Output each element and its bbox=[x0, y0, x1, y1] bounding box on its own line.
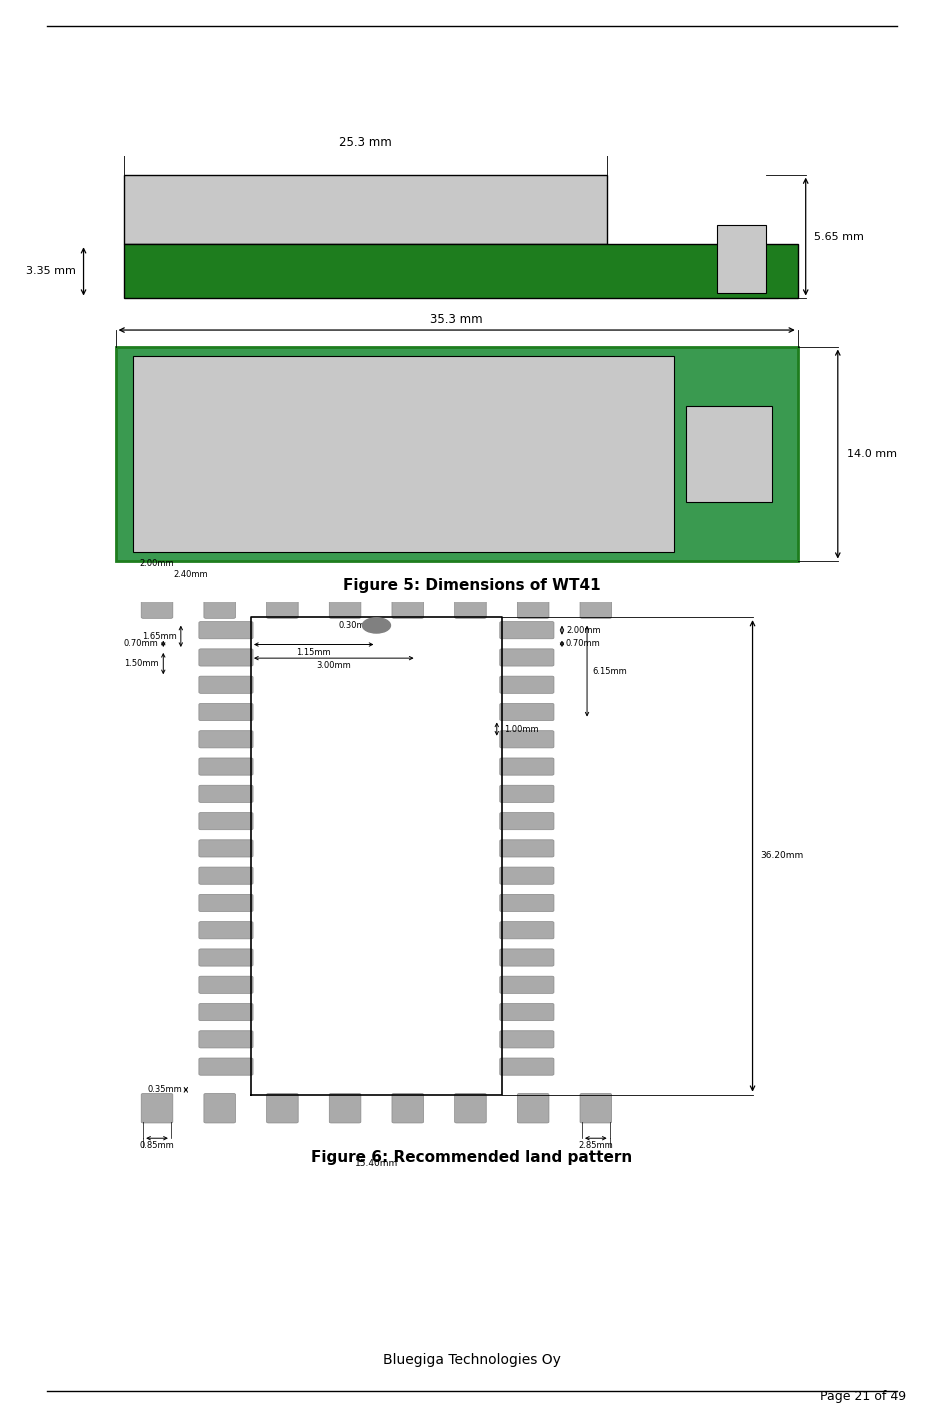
FancyBboxPatch shape bbox=[580, 589, 612, 618]
FancyBboxPatch shape bbox=[580, 1094, 612, 1122]
Text: 6.15mm: 6.15mm bbox=[592, 666, 627, 676]
FancyBboxPatch shape bbox=[204, 1094, 235, 1122]
Bar bbox=[115, 347, 798, 561]
FancyBboxPatch shape bbox=[199, 676, 253, 693]
Text: 0.30mm: 0.30mm bbox=[339, 621, 374, 629]
FancyBboxPatch shape bbox=[199, 758, 253, 775]
FancyBboxPatch shape bbox=[499, 1003, 554, 1020]
Bar bbox=[686, 405, 772, 503]
FancyBboxPatch shape bbox=[517, 589, 549, 618]
FancyBboxPatch shape bbox=[142, 589, 173, 618]
FancyBboxPatch shape bbox=[499, 894, 554, 911]
FancyBboxPatch shape bbox=[499, 676, 554, 693]
FancyBboxPatch shape bbox=[392, 589, 424, 618]
FancyBboxPatch shape bbox=[329, 1094, 361, 1122]
Bar bbox=[124, 244, 798, 299]
Bar bbox=[124, 174, 607, 244]
FancyBboxPatch shape bbox=[499, 649, 554, 666]
Text: 3.35 mm: 3.35 mm bbox=[25, 266, 76, 276]
FancyBboxPatch shape bbox=[266, 589, 298, 618]
Text: 0.70mm: 0.70mm bbox=[566, 639, 600, 649]
Circle shape bbox=[362, 618, 391, 633]
Text: 3.00mm: 3.00mm bbox=[316, 662, 351, 670]
Text: 2.85mm: 2.85mm bbox=[579, 1142, 614, 1151]
FancyBboxPatch shape bbox=[499, 840, 554, 857]
FancyBboxPatch shape bbox=[199, 785, 253, 802]
Text: Bluegiga Technologies Oy: Bluegiga Technologies Oy bbox=[383, 1353, 561, 1367]
FancyBboxPatch shape bbox=[499, 758, 554, 775]
Text: 1.50mm: 1.50mm bbox=[124, 659, 159, 667]
FancyBboxPatch shape bbox=[199, 1058, 253, 1076]
Text: 0.85mm: 0.85mm bbox=[140, 1142, 175, 1151]
Text: 1.15mm: 1.15mm bbox=[296, 648, 331, 656]
FancyBboxPatch shape bbox=[499, 1030, 554, 1049]
FancyBboxPatch shape bbox=[499, 622, 554, 639]
FancyBboxPatch shape bbox=[199, 622, 253, 639]
Text: 2.00mm: 2.00mm bbox=[566, 626, 600, 635]
FancyBboxPatch shape bbox=[199, 949, 253, 966]
FancyBboxPatch shape bbox=[199, 867, 253, 884]
Bar bbox=[717, 225, 766, 293]
FancyBboxPatch shape bbox=[199, 649, 253, 666]
FancyBboxPatch shape bbox=[199, 731, 253, 748]
Text: 14.0 mm: 14.0 mm bbox=[848, 449, 898, 459]
FancyBboxPatch shape bbox=[142, 1094, 173, 1122]
FancyBboxPatch shape bbox=[499, 921, 554, 939]
FancyBboxPatch shape bbox=[199, 1030, 253, 1049]
FancyBboxPatch shape bbox=[329, 589, 361, 618]
FancyBboxPatch shape bbox=[204, 589, 235, 618]
Text: 36.20mm: 36.20mm bbox=[760, 852, 803, 860]
Text: Page 21 of 49: Page 21 of 49 bbox=[820, 1390, 906, 1403]
Text: Figure 6: Recommended land pattern: Figure 6: Recommended land pattern bbox=[312, 1151, 632, 1165]
Text: Figure 5: Dimensions of WT41: Figure 5: Dimensions of WT41 bbox=[344, 578, 600, 592]
Text: 5.65 mm: 5.65 mm bbox=[814, 231, 864, 241]
FancyBboxPatch shape bbox=[499, 867, 554, 884]
FancyBboxPatch shape bbox=[499, 731, 554, 748]
FancyBboxPatch shape bbox=[392, 1094, 424, 1122]
FancyBboxPatch shape bbox=[499, 976, 554, 993]
Bar bbox=[133, 356, 674, 553]
Text: 35.3 mm: 35.3 mm bbox=[430, 313, 483, 326]
FancyBboxPatch shape bbox=[199, 894, 253, 911]
FancyBboxPatch shape bbox=[499, 812, 554, 830]
FancyBboxPatch shape bbox=[455, 1094, 486, 1122]
FancyBboxPatch shape bbox=[199, 812, 253, 830]
Text: 15.40mm: 15.40mm bbox=[355, 1159, 398, 1168]
FancyBboxPatch shape bbox=[499, 949, 554, 966]
Text: 0.35mm: 0.35mm bbox=[147, 1085, 182, 1094]
Text: 1.65mm: 1.65mm bbox=[143, 632, 177, 640]
Text: 2.40mm: 2.40mm bbox=[174, 570, 208, 580]
FancyBboxPatch shape bbox=[517, 1094, 549, 1122]
FancyBboxPatch shape bbox=[499, 785, 554, 802]
Text: 25.3 mm: 25.3 mm bbox=[339, 136, 392, 149]
Text: 2.00mm: 2.00mm bbox=[140, 558, 175, 568]
FancyBboxPatch shape bbox=[499, 1058, 554, 1076]
FancyBboxPatch shape bbox=[199, 703, 253, 721]
FancyBboxPatch shape bbox=[199, 921, 253, 939]
FancyBboxPatch shape bbox=[455, 589, 486, 618]
Text: 0.70mm: 0.70mm bbox=[124, 639, 159, 649]
FancyBboxPatch shape bbox=[199, 1003, 253, 1020]
FancyBboxPatch shape bbox=[499, 703, 554, 721]
Text: 1.00mm: 1.00mm bbox=[504, 724, 539, 734]
FancyBboxPatch shape bbox=[199, 840, 253, 857]
FancyBboxPatch shape bbox=[266, 1094, 298, 1122]
FancyBboxPatch shape bbox=[199, 976, 253, 993]
